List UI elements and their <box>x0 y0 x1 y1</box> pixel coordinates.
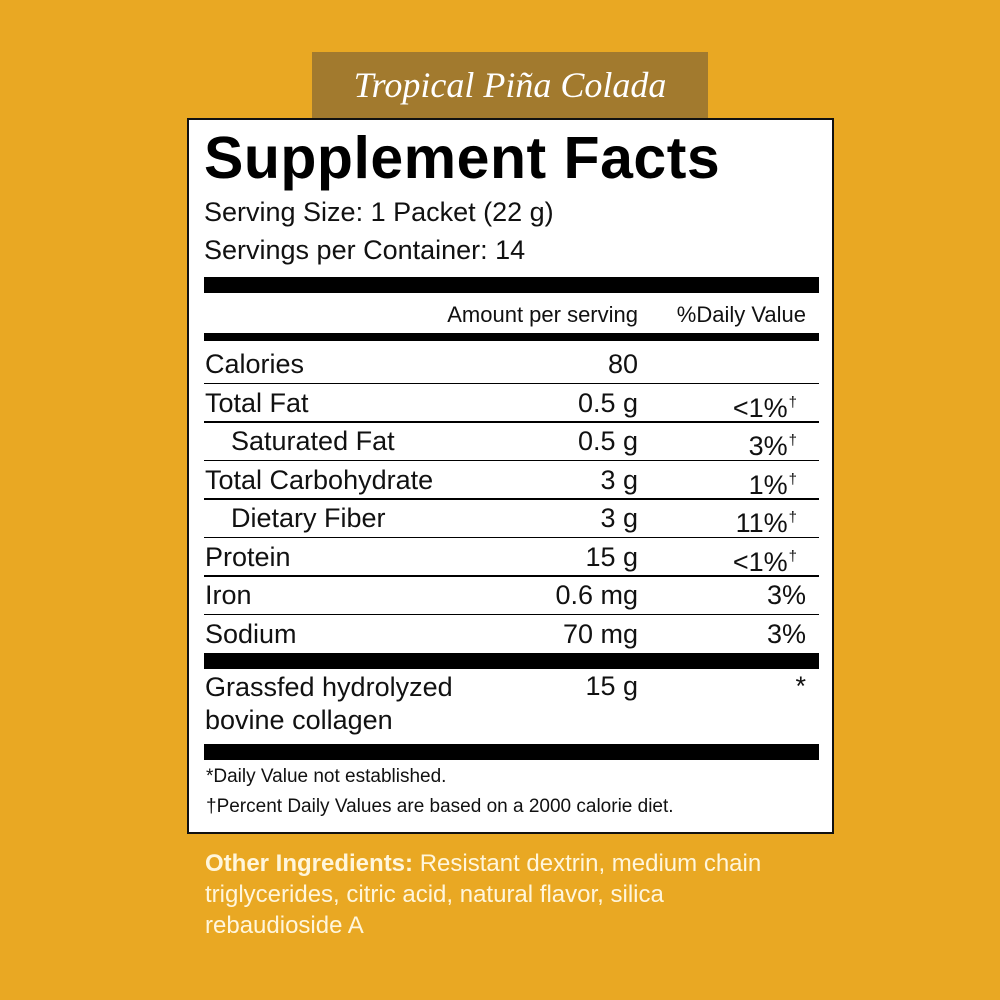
amount: 3 g <box>600 464 638 495</box>
amount: 0.6 mg <box>555 580 638 610</box>
divider <box>204 333 819 341</box>
column-header: Amount per serving <box>447 302 638 327</box>
amount: 0.5 g <box>577 387 638 418</box>
daily-value: <1%† <box>646 384 797 427</box>
dagger: † <box>788 547 797 565</box>
dagger: † <box>788 470 797 488</box>
row-rule <box>204 459 819 461</box>
other-ingredients-label: Other Ingredients: <box>205 850 414 877</box>
nutrient-name: Total Fat <box>205 387 309 418</box>
divider <box>204 744 819 760</box>
nutrient-name: Total Carbohydrate <box>205 464 434 495</box>
row-rule <box>204 575 819 577</box>
dagger: † <box>788 393 797 411</box>
divider <box>204 653 819 669</box>
daily-value: * <box>646 667 806 705</box>
other-ingredients-text: Resistant dextrin, medium chain triglyce… <box>205 850 762 939</box>
dagger: † <box>788 432 797 449</box>
row-rule <box>204 536 819 538</box>
daily-value-text: 3% <box>748 431 788 461</box>
amount: 15 g <box>585 541 638 572</box>
row-rule <box>204 382 819 384</box>
nutrient-name: Saturated Fat <box>231 426 395 456</box>
daily-value: 3%† <box>646 422 797 465</box>
footnote: †Percent Daily Values are based on a 200… <box>206 796 674 817</box>
amount: 3 g <box>600 503 638 533</box>
daily-value-text: <1% <box>732 546 788 577</box>
panel-title: Supplement Facts <box>204 125 721 191</box>
flavor: Tropical Piña Colada <box>353 65 667 105</box>
daily-value-text: 3% <box>766 618 806 649</box>
flavor-tab: Tropical Piña Colada <box>312 52 708 118</box>
nutrient-name: Dietary Fiber <box>231 503 386 533</box>
nutrient-name: Protein <box>205 541 291 572</box>
nutrient-name: Calories <box>205 349 305 379</box>
row-rule <box>204 421 819 423</box>
daily-value: 1%† <box>646 461 797 504</box>
facts-panel <box>187 118 834 834</box>
footnote: *Daily Value not established. <box>206 766 447 787</box>
amount: 80 <box>607 349 638 379</box>
daily-value-text: 3% <box>766 580 806 610</box>
row-rule <box>204 498 819 500</box>
serving-size: Serving Size: 1 Packet (22 g) <box>204 197 554 227</box>
servings-per-container: Servings per Container: 14 <box>204 235 526 265</box>
daily-value: 11%† <box>646 499 797 542</box>
nutrient-name: Sodium <box>205 618 297 649</box>
daily-value-text: * <box>795 671 806 701</box>
daily-value: 3% <box>646 576 806 614</box>
daily-value: 3% <box>646 615 806 653</box>
nutrient-name: Grassfed hydrolyzed bovine collagen <box>205 672 453 735</box>
daily-value-text: 1% <box>748 469 788 500</box>
dagger: † <box>788 509 797 526</box>
amount: 0.5 g <box>577 426 638 456</box>
row-rule <box>204 613 819 615</box>
divider <box>204 277 819 293</box>
column-header: %Daily Value <box>676 302 806 327</box>
other-ingredients: Other Ingredients: Resistant dextrin, me… <box>205 848 785 941</box>
daily-value: <1%† <box>646 538 797 581</box>
daily-value-text: <1% <box>732 392 788 423</box>
daily-value-text: 11% <box>735 508 788 538</box>
amount: 70 mg <box>562 618 638 649</box>
amount: 15 g <box>585 671 638 701</box>
nutrient-name: Iron <box>205 580 252 610</box>
